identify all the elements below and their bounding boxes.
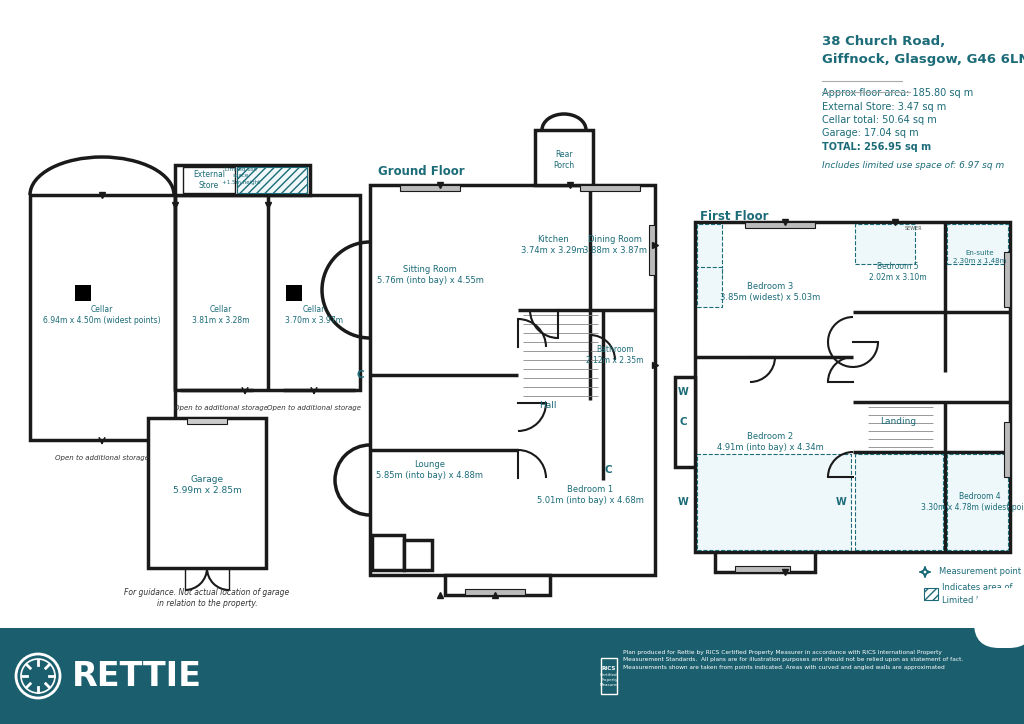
Text: Bedroom 3
3.85m (widest) x 5.03m: Bedroom 3 3.85m (widest) x 5.03m (720, 282, 820, 303)
Text: Ground Floor: Ground Floor (378, 165, 465, 178)
Bar (735, 566, 790, 572)
Bar (745, 222, 815, 228)
Text: Limited use
space
+1.5m height: Limited use space +1.5m height (222, 167, 260, 185)
Bar (30, 195, 175, 440)
Bar (601, 658, 617, 694)
Text: W: W (678, 497, 688, 507)
Bar (697, 224, 722, 274)
Text: First Floor: First Floor (700, 210, 768, 223)
Text: Cellar total: 50.64 sq m: Cellar total: 50.64 sq m (822, 115, 937, 125)
Bar (465, 589, 525, 595)
Bar (535, 130, 593, 185)
Text: External
Store: External Store (193, 169, 225, 190)
Text: Indicates area of
Limited Use Space: Indicates area of Limited Use Space (942, 584, 1020, 605)
Text: Kitchen
3.74m x 3.29m: Kitchen 3.74m x 3.29m (521, 235, 585, 256)
Text: Bathroom
2.12m x 2.35m: Bathroom 2.12m x 2.35m (587, 345, 644, 366)
Text: Open to additional storage: Open to additional storage (55, 455, 150, 461)
Text: SEWER: SEWER (904, 226, 922, 231)
Text: Hall: Hall (540, 400, 557, 410)
Bar (0, 628, 1024, 724)
Text: Certified
Property
Measurer: Certified Property Measurer (599, 673, 618, 686)
Bar (675, 377, 695, 467)
Bar (1004, 252, 1010, 307)
Text: For guidance. Not actual location of garage
in relation to the property.: For guidance. Not actual location of gar… (124, 588, 290, 608)
Text: C: C (356, 370, 364, 380)
Text: Bedroom 4
3.30m x 4.78m (widest points): Bedroom 4 3.30m x 4.78m (widest points) (922, 492, 1024, 513)
Text: External Store: 3.47 sq m: External Store: 3.47 sq m (822, 101, 946, 111)
Bar (75, 285, 91, 301)
Text: Open to additional storage: Open to additional storage (174, 405, 268, 411)
Bar (947, 454, 1008, 550)
Bar (855, 224, 915, 264)
Text: Dining Room
3.88m x 3.87m: Dining Room 3.88m x 3.87m (583, 235, 647, 256)
Text: Bedroom 1
5.01m (into bay) x 4.68m: Bedroom 1 5.01m (into bay) x 4.68m (537, 484, 643, 505)
Bar (400, 185, 460, 191)
Text: Garage
5.99m x 2.85m: Garage 5.99m x 2.85m (173, 475, 242, 495)
Text: Bedroom 2
4.91m (into bay) x 4.34m: Bedroom 2 4.91m (into bay) x 4.34m (717, 432, 823, 452)
Bar (372, 535, 404, 570)
Bar (649, 225, 655, 275)
Bar (994, 598, 1024, 628)
Bar (697, 267, 722, 307)
Bar (404, 540, 432, 570)
Text: Plan produced for Rettie by RICS Certified Property Measurer in accordance with : Plan produced for Rettie by RICS Certifi… (623, 649, 964, 670)
Text: Cellar
3.81m x 3.28m: Cellar 3.81m x 3.28m (193, 305, 250, 325)
Bar (445, 575, 550, 595)
Bar (175, 195, 360, 390)
Text: Garage: 17.04 sq m: Garage: 17.04 sq m (822, 128, 919, 138)
Text: C: C (604, 465, 611, 475)
Bar (183, 167, 234, 193)
Bar (715, 552, 815, 572)
Text: W: W (836, 497, 847, 507)
Text: TOTAL: 256.95 sq m: TOTAL: 256.95 sq m (822, 142, 931, 152)
Text: 38 Church Road,
Giffnock, Glasgow, G46 6LN: 38 Church Road, Giffnock, Glasgow, G46 6… (822, 35, 1024, 66)
Text: Cellar
3.70m x 3.97m: Cellar 3.70m x 3.97m (285, 305, 343, 325)
Text: C: C (679, 417, 687, 427)
Text: Landing: Landing (880, 418, 916, 426)
Bar (187, 418, 227, 424)
Text: Sitting Room
5.76m (into bay) x 4.55m: Sitting Room 5.76m (into bay) x 4.55m (377, 264, 483, 285)
Text: Rear
Porch: Rear Porch (553, 150, 574, 170)
Text: Includes limited use space of: 6.97 sq m: Includes limited use space of: 6.97 sq m (822, 161, 1005, 169)
Text: Approx floor area: 185.80 sq m: Approx floor area: 185.80 sq m (822, 88, 973, 98)
Text: Bedroom 5
2.02m x 3.10m: Bedroom 5 2.02m x 3.10m (869, 261, 927, 282)
Bar (370, 185, 655, 575)
Text: RICS: RICS (602, 667, 616, 671)
Bar (1004, 422, 1010, 477)
Bar (947, 224, 1008, 264)
Bar (695, 222, 1010, 552)
Bar (697, 454, 851, 550)
Text: RETTIE: RETTIE (72, 660, 202, 692)
Bar (237, 167, 307, 193)
FancyBboxPatch shape (974, 588, 1024, 648)
Bar (286, 285, 302, 301)
Text: Cellar
6.94m x 4.50m (widest points): Cellar 6.94m x 4.50m (widest points) (43, 305, 161, 325)
Text: Open to additional storage: Open to additional storage (267, 405, 361, 411)
Text: En-suite
2.30m x 1.48m: En-suite 2.30m x 1.48m (953, 250, 1007, 264)
Bar (580, 185, 640, 191)
Text: Measurement point: Measurement point (939, 568, 1021, 576)
Bar (175, 165, 310, 195)
Bar (148, 418, 266, 568)
Bar (924, 588, 938, 600)
Bar (855, 454, 943, 550)
Text: Lounge
5.85m (into bay) x 4.88m: Lounge 5.85m (into bay) x 4.88m (377, 460, 483, 481)
Text: W: W (678, 387, 688, 397)
